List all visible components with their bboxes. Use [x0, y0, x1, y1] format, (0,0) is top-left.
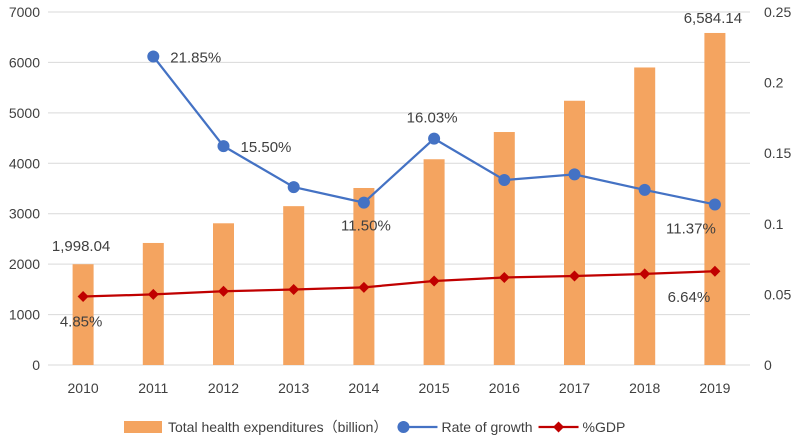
- point-diamond: [428, 275, 440, 287]
- y-left-tick-label: 7000: [9, 4, 40, 20]
- data-labels: 1,998.04 6,584.14 21.85% 15.50% 11.50% 16.03%…: [52, 10, 742, 331]
- y-left-tick-label: 1000: [9, 307, 40, 323]
- x-tick-label: 2019: [699, 380, 730, 396]
- x-tick-label: 2012: [208, 380, 239, 396]
- bar: [634, 67, 656, 365]
- data-label: 4.85%: [60, 314, 103, 331]
- bar: [142, 242, 164, 365]
- point-diamond: [147, 288, 159, 300]
- y-right-tick-label: 0: [764, 357, 772, 373]
- x-tick-label: 2011: [138, 380, 168, 396]
- bar: [353, 187, 375, 365]
- y-left-tick-label: 3000: [9, 206, 40, 222]
- legend: Total health expenditures（billion） Rate o…: [124, 419, 625, 435]
- y-left-tick-label: 0: [32, 357, 40, 373]
- data-label: 1,998.04: [52, 238, 110, 255]
- bar: [564, 100, 585, 366]
- y-right-tick-label: 0.1: [764, 216, 784, 232]
- point-diamond: [639, 268, 651, 280]
- point-circle: [217, 140, 230, 153]
- axes: 0 1000 2000 3000 4000 5000 6000 7000 0 0.05 0.1 0.1…: [9, 4, 792, 396]
- data-label: 11.50%: [341, 218, 391, 235]
- x-tick-label: 2010: [68, 380, 99, 396]
- y-left-tick-label: 5000: [9, 105, 40, 121]
- series-line: [83, 270, 715, 298]
- point-diamond: [218, 285, 229, 297]
- legend-label: Total health expenditures（billion）: [168, 419, 387, 435]
- y-right-tick-label: 0.2: [764, 75, 784, 91]
- data-label: 15.50%: [241, 139, 292, 156]
- bar: [72, 264, 94, 365]
- point-circle: [498, 174, 511, 187]
- data-label: 6,584.14: [684, 10, 742, 27]
- y-left-tick-label: 6000: [9, 54, 40, 70]
- data-label: 16.03%: [407, 110, 458, 127]
- y-left-tick-label: 4000: [9, 155, 40, 171]
- point-diamond: [709, 265, 721, 277]
- x-tick-label: 2013: [278, 380, 309, 396]
- x-tick-label: 2014: [348, 380, 379, 396]
- bar: [423, 159, 445, 365]
- y-left-tick-label: 2000: [9, 256, 40, 272]
- point-circle: [428, 132, 441, 145]
- x-tick-label: 2017: [559, 380, 590, 396]
- point-diamond: [288, 283, 300, 295]
- x-tick-label: 2015: [419, 380, 450, 396]
- point-circle: [357, 196, 370, 209]
- point-circle: [568, 168, 581, 181]
- point-diamond: [498, 271, 510, 283]
- legend-swatch-bar: [124, 421, 162, 433]
- point-circle: [638, 183, 651, 196]
- legend-marker-diamond: [553, 421, 565, 433]
- point-circle: [287, 181, 300, 194]
- data-label: 21.85%: [170, 49, 221, 66]
- data-label: 11.37%: [666, 220, 716, 237]
- data-label: 6.64%: [668, 289, 711, 306]
- point-diamond: [77, 291, 89, 303]
- legend-marker-circle: [397, 421, 410, 433]
- point-diamond: [358, 281, 370, 293]
- legend-label: Rate of growth: [441, 419, 532, 435]
- point-diamond: [569, 270, 580, 282]
- gridlines: [48, 11, 750, 366]
- legend-label: %GDP: [583, 419, 626, 435]
- point-circle: [708, 198, 721, 211]
- x-tick-label: 2016: [489, 380, 520, 396]
- y-right-tick-label: 0.25: [764, 4, 791, 20]
- bar: [493, 132, 515, 365]
- bar-series: [72, 32, 726, 366]
- y-right-tick-label: 0.05: [764, 286, 791, 302]
- y-right-tick-label: 0.15: [764, 145, 791, 161]
- x-tick-label: 2018: [629, 380, 660, 396]
- line-series: [77, 50, 721, 303]
- point-circle: [147, 50, 160, 63]
